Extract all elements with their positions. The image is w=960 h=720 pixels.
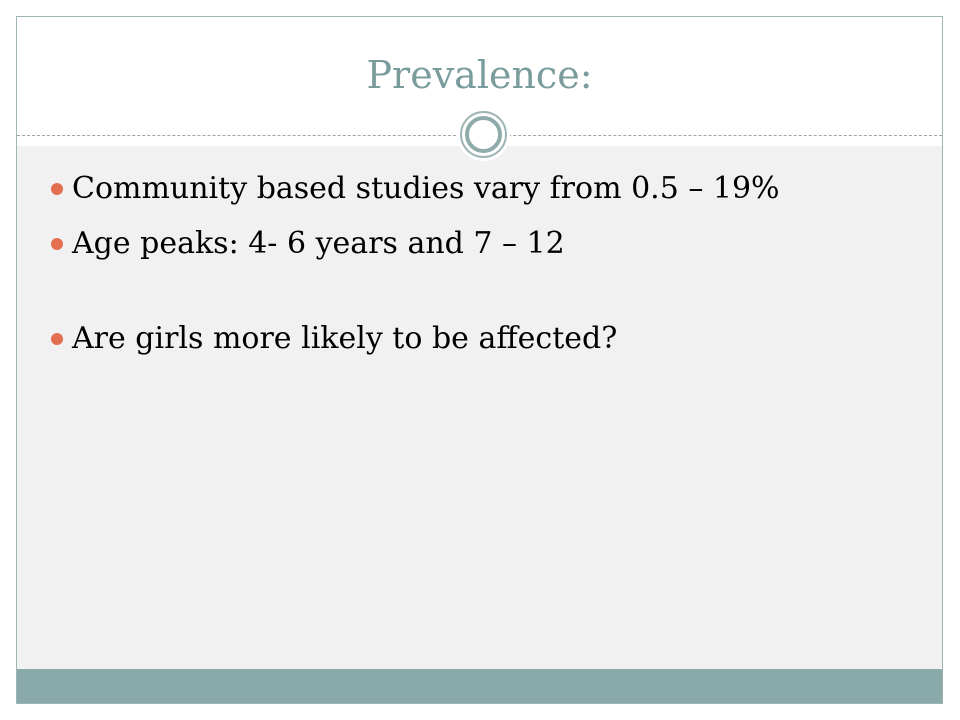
content-area	[17, 146, 942, 670]
bullet-text: Are girls more likely to be affected?	[72, 321, 618, 356]
slide-title: Prevalence:	[366, 53, 593, 97]
outer-ring	[460, 111, 507, 158]
double-ring-icon	[457, 108, 510, 161]
slide: Prevalence: Community based studies vary…	[16, 16, 943, 704]
bullet-text: Age peaks: 4- 6 years and 7 – 12	[72, 226, 565, 261]
bullet-list: Community based studies vary from 0.5 – …	[51, 169, 911, 359]
dot-icon	[51, 333, 63, 345]
dot-icon	[51, 183, 63, 195]
bullet-text: Community based studies vary from 0.5 – …	[72, 171, 780, 206]
dot-icon	[51, 238, 63, 250]
bullet-item: Age peaks: 4- 6 years and 7 – 12	[51, 224, 911, 264]
inner-ring	[465, 116, 502, 153]
footer-bar	[17, 669, 942, 703]
bullet-item: Are girls more likely to be affected?	[51, 319, 911, 359]
bullet-item: Community based studies vary from 0.5 – …	[51, 169, 911, 209]
